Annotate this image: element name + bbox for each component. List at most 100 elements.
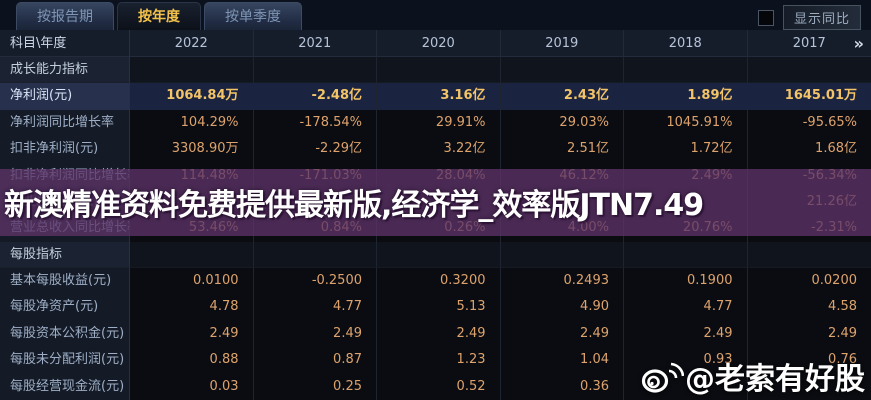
cell-2021: 0.87: [253, 347, 377, 375]
cell-2020: 3.16亿: [377, 83, 501, 111]
cell-2022: 53.46%: [130, 215, 254, 243]
cell-2017: -95.65%: [747, 109, 871, 138]
period-tabs: 按报告期 按年度 按单季度: [16, 2, 302, 30]
cell-2019: 4.00%: [500, 215, 624, 243]
cell-2017: 0.76: [747, 347, 871, 375]
row-label: 营业总收入(元): [0, 188, 130, 217]
row-label: 每股未分配利润(元): [0, 347, 130, 375]
cell-2020: 0.26%: [377, 215, 501, 243]
cell-2019: [500, 188, 624, 217]
row-label: 每股净资产(元): [0, 294, 130, 322]
cell-2018: 2.49%: [624, 162, 748, 190]
cell-2020: [377, 241, 501, 268]
tab-按单季度[interactable]: 按单季度: [204, 2, 302, 30]
year-header-2022: 2022: [130, 30, 254, 57]
row-label: 净利润(元): [0, 83, 130, 111]
cell-2020: 1.23: [377, 347, 501, 375]
cell-2018: 1.72亿: [624, 136, 748, 164]
year-header-2020: 2020: [377, 30, 501, 57]
table-row: 每股未分配利润(元) 0.88 0.87 1.23 1.04 0.93 0.76: [0, 347, 871, 375]
table-row: 扣非净利润(元) 3308.90万 -2.29亿 3.22亿 2.51亿 1.72亿 1.6…: [0, 136, 871, 164]
cell-2020: 28.04%: [377, 162, 501, 190]
cell-2019: 29.03%: [500, 109, 624, 138]
cell-2022: 4.78: [130, 294, 254, 322]
cell-2019: 46.12%: [500, 162, 624, 190]
cell-2019: [500, 241, 624, 268]
year-header-2017: 2017: [792, 36, 826, 51]
cell-2018: 0.1900: [624, 268, 748, 296]
year-header-2018: 2018: [624, 30, 748, 57]
cell-2017: [747, 241, 871, 268]
cell-2018: 1045.91%: [624, 109, 748, 138]
cell-2020: [377, 188, 501, 217]
cell-2017: 1.68亿: [747, 136, 871, 164]
table-row: 营业总收入(元) 21.26亿: [0, 188, 871, 217]
cell-2017: [747, 57, 871, 84]
section-row: 成长能力指标: [0, 57, 871, 84]
row-label: 基本每股收益(元): [0, 268, 130, 296]
topbar-controls: 显示同比: [757, 5, 861, 30]
cell-2022: [130, 188, 254, 217]
cell-2019: 2.51亿: [500, 136, 624, 164]
cell-2018: [624, 188, 748, 217]
cell-2018: 20.76%: [624, 215, 748, 243]
cell-2022: 1064.84万: [130, 83, 254, 111]
tab-按年度[interactable]: 按年度: [117, 2, 201, 30]
tab-按报告期[interactable]: 按报告期: [16, 2, 114, 30]
cell-2022: 0.0100: [130, 268, 254, 296]
cell-2020: 5.13: [377, 294, 501, 322]
cell-2017: 2.49: [747, 320, 871, 349]
cell-2019: 0.36: [500, 373, 624, 400]
cell-2020: 29.91%: [377, 109, 501, 138]
cell-2021: 0.25: [253, 373, 377, 400]
cell-2018: [624, 241, 748, 268]
scroll-right-chevron-icon[interactable]: »: [853, 34, 864, 53]
compare-checkbox[interactable]: [757, 9, 774, 26]
cell-2020: 2.49: [377, 320, 501, 349]
cell-2021: -171.03%: [253, 162, 377, 190]
cell-2019: [500, 57, 624, 84]
corner-label: 科目\年度: [0, 30, 130, 57]
top-tab-bar: 按报告期 按年度 按单季度 显示同比: [0, 0, 871, 30]
table-row: 净利润同比增长率 104.29% -178.54% 29.91% 29.03% 1045.…: [0, 109, 871, 138]
row-label: 扣非净利润同比增长率: [0, 162, 130, 190]
cell-2021: [253, 241, 377, 268]
cell-2020: 0.3200: [377, 268, 501, 296]
cell-2022: 0.03: [130, 373, 254, 400]
cell-2020: 0.52: [377, 373, 501, 400]
cell-2017: 4.58: [747, 294, 871, 322]
cell-2017: 1645.01万: [747, 83, 871, 111]
table-row: 每股经营现金流(元) 0.03 0.25 0.52 0.36: [0, 373, 871, 400]
cell-2018: 1.89亿: [624, 83, 748, 111]
cell-2022: [130, 241, 254, 268]
cell-2021: 2.49: [253, 320, 377, 349]
cell-2022: 3308.90万: [130, 136, 254, 164]
cell-2022: 114.48%: [130, 162, 254, 190]
section-row: 每股指标: [0, 241, 871, 268]
row-label: 成长能力指标: [0, 57, 130, 84]
cell-2021: 0.84%: [253, 215, 377, 243]
table-row: 基本每股收益(元) 0.0100 -0.2500 0.3200 0.2493 0.1900…: [0, 268, 871, 296]
show-yoy-button[interactable]: 显示同比: [782, 5, 861, 30]
cell-2017: -56.34%: [747, 162, 871, 190]
year-header-2021: 2021: [254, 30, 377, 57]
cell-2020: [377, 57, 501, 84]
cell-2017: [747, 373, 871, 400]
cell-2018: [624, 373, 748, 400]
cell-2018: 4.77: [624, 294, 748, 322]
cell-2018: [624, 57, 748, 84]
cell-2021: -178.54%: [253, 109, 377, 138]
cell-2019: 2.49: [500, 320, 624, 349]
table-body: 成长能力指标 净利润(元) 1064.84万 -2.48亿 3.16亿 2.43亿 1.89…: [0, 57, 871, 400]
row-label: 净利润同比增长率: [0, 109, 130, 138]
table-row: 每股资本公积金(元) 2.49 2.49 2.49 2.49 2.49 2.49: [0, 320, 871, 349]
cell-2019: 1.04: [500, 347, 624, 375]
row-label: 每股指标: [0, 241, 130, 268]
cell-2019: 0.2493: [500, 268, 624, 296]
cell-2022: 104.29%: [130, 109, 254, 138]
cell-2022: [130, 57, 254, 84]
row-label: 营业总收入同比增长率: [0, 215, 130, 243]
table-row: 每股净资产(元) 4.78 4.77 5.13 4.90 4.77 4.58: [0, 294, 871, 322]
cell-2017: 0.0200: [747, 268, 871, 296]
